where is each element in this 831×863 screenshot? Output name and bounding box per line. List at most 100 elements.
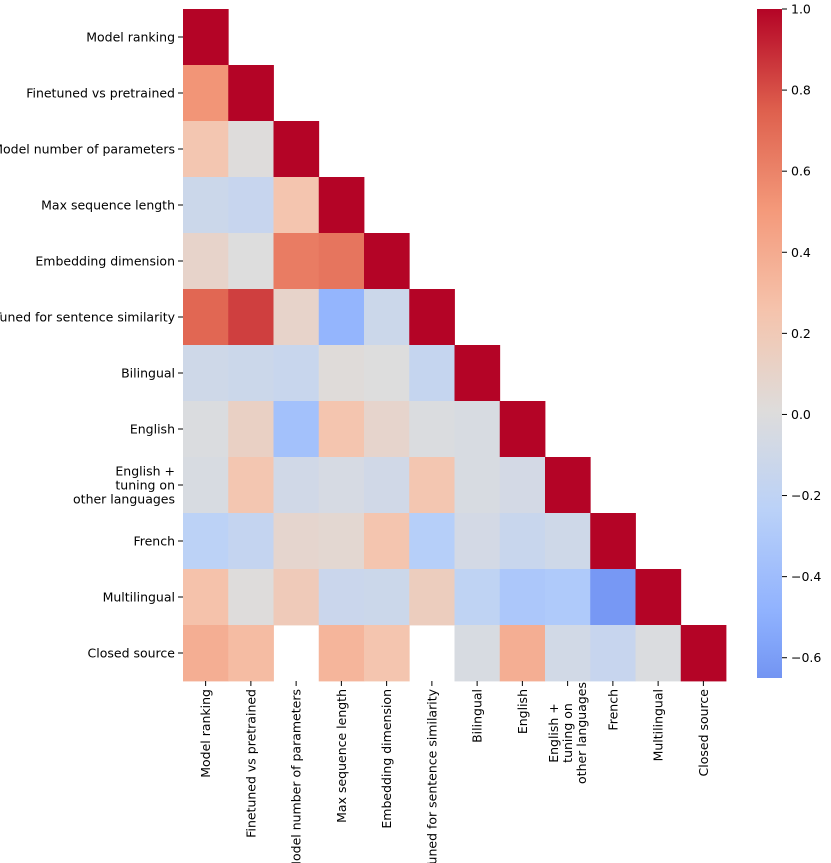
heatmap-cell-3-0	[183, 177, 229, 234]
heatmap-cell-2-0	[183, 121, 229, 178]
heatmap-cell-10-4	[364, 569, 410, 626]
heatmap-cell-1-1	[228, 65, 274, 122]
heatmap-cell-5-4	[364, 289, 410, 346]
heatmap-cell-7-5	[409, 401, 455, 458]
heatmap-cell-9-9	[590, 513, 636, 570]
heatmap-cell-5-0	[183, 289, 229, 346]
x-tick-label-bilingual: Bilingual	[470, 689, 485, 743]
y-tick-label-tuned-for-sentence-similarity: Tuned for sentence similarity	[0, 310, 176, 325]
x-tick-label-closed-source: Closed source	[696, 689, 711, 777]
heatmap-cell-0-0	[183, 9, 229, 66]
y-tick-label-bilingual: Bilingual	[121, 366, 175, 381]
heatmap-cell-11-9	[590, 625, 636, 682]
colorbar-tick-label: 0.4	[791, 245, 811, 260]
heatmap-cell-11-4	[364, 625, 410, 682]
heatmap-cell-6-3	[318, 345, 365, 402]
heatmap-cell-3-2	[273, 177, 320, 234]
heatmap-cell-5-3	[318, 289, 365, 346]
heatmap-cell-4-2	[273, 233, 320, 290]
y-tick-label-max-sequence-length: Max sequence length	[41, 198, 175, 213]
heatmap-cell-8-8	[545, 457, 591, 514]
heatmap-cell-10-5	[409, 569, 455, 626]
heatmap-cell-9-5	[409, 513, 455, 570]
x-tick-label-multilingual: Multilingual	[651, 689, 666, 761]
heatmap-cell-1-0	[183, 65, 229, 122]
colorbar-gradient	[757, 9, 782, 678]
heatmap-cell-5-5	[409, 289, 455, 346]
heatmap-cell-6-2	[273, 345, 320, 402]
heatmap-cell-11-7	[499, 625, 546, 682]
x-tick-label-english: English	[515, 689, 530, 734]
heatmap-cell-7-6	[454, 401, 501, 458]
y-tick-label-multilingual: Multilingual	[103, 590, 175, 605]
heatmap-cell-6-1	[228, 345, 274, 402]
heatmap-cell-7-3	[318, 401, 365, 458]
colorbar-tick-label: −0.6	[791, 650, 821, 665]
heatmap-cell-7-1	[228, 401, 274, 458]
x-tick-label-model-ranking: Model ranking	[198, 689, 213, 778]
heatmap-cell-11-1	[228, 625, 274, 682]
y-tick-label-model-ranking: Model ranking	[86, 30, 175, 45]
x-tick-label-max-sequence-length: Max sequence length	[334, 689, 349, 823]
heatmap-cell-6-4	[364, 345, 410, 402]
heatmap-cell-11-6	[454, 625, 501, 682]
heatmap-cell-5-2	[273, 289, 320, 346]
heatmap-cell-10-1	[228, 569, 274, 626]
heatmap-cell-6-0	[183, 345, 229, 402]
heatmap-cell-4-0	[183, 233, 229, 290]
heatmap-cell-10-3	[318, 569, 365, 626]
heatmap-cell-9-4	[364, 513, 410, 570]
colorbar-tick-label: 0.2	[791, 326, 811, 341]
heatmap-cell-6-6	[454, 345, 501, 402]
colorbar: 1.0 0.8 0.6 0.4 0.2 0.0 −0.2 −0.4 −0.6	[757, 2, 821, 678]
x-tick-labels: Model ranking Finetuned vs pretrained Mode…	[198, 681, 711, 863]
heatmap-cell-11-8	[545, 625, 591, 682]
heatmap-cell-8-7	[499, 457, 546, 514]
heatmap-cell-10-7	[499, 569, 546, 626]
heatmap-cell-10-9	[590, 569, 636, 626]
heatmap-cell-9-7	[499, 513, 546, 570]
heatmap-cell-7-7	[499, 401, 546, 458]
colorbar-tick-label: −0.4	[791, 569, 821, 584]
heatmap-cell-8-2	[273, 457, 320, 514]
heatmap-cell-10-8	[545, 569, 591, 626]
colorbar-tick-label: 1.0	[791, 2, 811, 17]
colorbar-tick-label: 0.0	[791, 407, 811, 422]
x-tick-label-tuned-for-sentence-similarity: Tuned for sentence similarity	[424, 688, 439, 863]
heatmap-cell-9-8	[545, 513, 591, 570]
y-tick-labels: Model ranking Finetuned vs pretrained Mode…	[0, 30, 183, 661]
x-tick-label-embedding-dimension: Embedding dimension	[379, 689, 394, 829]
heatmap-cell-10-10	[635, 569, 682, 626]
heatmap-cell-11-0	[183, 625, 229, 682]
heatmap-cell-8-4	[364, 457, 410, 514]
x-tick-label-french: French	[605, 689, 620, 731]
heatmap-cell-8-6	[454, 457, 501, 514]
heatmap-cell-9-1	[228, 513, 274, 570]
heatmap-cell-7-0	[183, 401, 229, 458]
y-tick-label-model-number-of-parameters: Model number of parameters	[0, 142, 175, 157]
heatmap-cell-4-3	[318, 233, 365, 290]
heatmap-cell-8-3	[318, 457, 365, 514]
heatmap-cell-2-2	[273, 121, 320, 178]
heatmap-cell-8-5	[409, 457, 455, 514]
heatmap-cell-7-2	[273, 401, 320, 458]
y-tick-label-french: French	[133, 534, 175, 549]
x-tick-label-model-number-of-parameters: Model number of parameters	[289, 689, 304, 863]
y-tick-label-english-tuning-on-other-languages: English + tuning on other languages	[73, 464, 175, 507]
y-tick-label-closed-source: Closed source	[88, 646, 176, 661]
heatmap-cell-11-11	[680, 625, 727, 682]
heatmap-cell-10-6	[454, 569, 501, 626]
x-tick-label-english-tuning-on-other-languages: English +tuning onother languages	[546, 682, 589, 784]
heatmap-cell-4-1	[228, 233, 274, 290]
y-tick-label-english: English	[130, 422, 175, 437]
heatmap-cell-2-1	[228, 121, 274, 178]
heatmap-cell-9-0	[183, 513, 229, 570]
x-tick-label-finetuned-vs-pretrained: Finetuned vs pretrained	[243, 689, 258, 838]
y-tick-label-embedding-dimension: Embedding dimension	[35, 254, 175, 269]
colorbar-tick-label: 0.6	[791, 164, 811, 179]
heatmap-cell-9-3	[318, 513, 365, 570]
heatmap-cell-3-1	[228, 177, 274, 234]
y-tick-label-finetuned-vs-pretrained: Finetuned vs pretrained	[26, 86, 175, 101]
heatmap-cell-5-1	[228, 289, 274, 346]
heatmap-cell-3-3	[318, 177, 365, 234]
